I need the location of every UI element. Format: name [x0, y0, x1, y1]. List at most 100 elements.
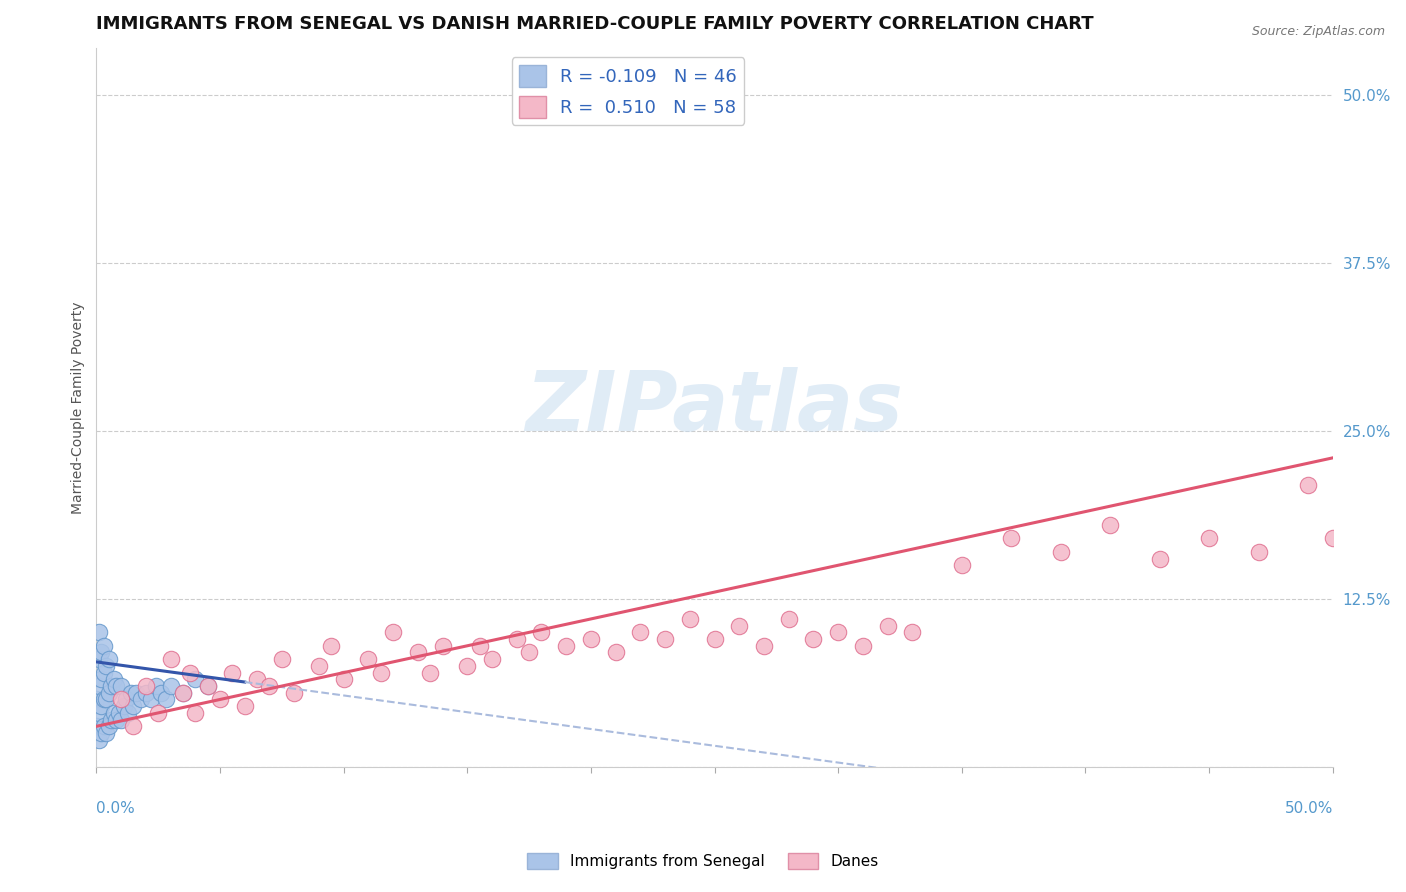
Point — [139, 692, 162, 706]
Point — [246, 673, 269, 687]
Point — [481, 652, 503, 666]
Point — [135, 679, 157, 693]
Point — [159, 652, 181, 666]
Point — [172, 686, 194, 700]
Point — [270, 652, 292, 666]
Point — [87, 732, 110, 747]
Point — [184, 706, 207, 720]
Point — [283, 686, 305, 700]
Point — [145, 679, 167, 693]
Point — [332, 673, 354, 687]
Point — [468, 639, 491, 653]
Point — [233, 699, 256, 714]
Legend: Immigrants from Senegal, Danes: Immigrants from Senegal, Danes — [522, 847, 884, 875]
Point — [517, 645, 540, 659]
Point — [103, 706, 125, 720]
Point — [778, 612, 800, 626]
Point — [308, 659, 330, 673]
Point — [90, 673, 112, 687]
Point — [432, 639, 454, 653]
Point — [86, 719, 108, 733]
Point — [382, 625, 405, 640]
Point — [93, 639, 115, 653]
Point — [221, 665, 243, 680]
Point — [87, 706, 110, 720]
Point — [579, 632, 602, 646]
Point — [752, 639, 775, 653]
Point — [1099, 518, 1122, 533]
Point — [628, 625, 651, 640]
Point — [159, 679, 181, 693]
Point — [122, 699, 145, 714]
Point — [90, 645, 112, 659]
Point — [120, 686, 142, 700]
Point — [97, 719, 120, 733]
Point — [146, 706, 169, 720]
Y-axis label: Married-Couple Family Poverty: Married-Couple Family Poverty — [72, 301, 86, 514]
Point — [155, 692, 177, 706]
Point — [321, 639, 343, 653]
Point — [110, 679, 132, 693]
Point — [100, 713, 122, 727]
Point — [197, 679, 219, 693]
Point — [1296, 477, 1319, 491]
Point — [96, 726, 118, 740]
Point — [100, 679, 122, 693]
Point — [87, 679, 110, 693]
Point — [184, 673, 207, 687]
Point — [122, 719, 145, 733]
Text: 0.0%: 0.0% — [97, 801, 135, 816]
Point — [135, 686, 157, 700]
Point — [654, 632, 676, 646]
Point — [1049, 545, 1071, 559]
Point — [728, 618, 751, 632]
Point — [197, 679, 219, 693]
Point — [97, 652, 120, 666]
Point — [876, 618, 898, 632]
Legend: R = -0.109   N = 46, R =  0.510   N = 58: R = -0.109 N = 46, R = 0.510 N = 58 — [512, 57, 744, 125]
Text: ZIPatlas: ZIPatlas — [526, 367, 904, 448]
Point — [852, 639, 875, 653]
Point — [1247, 545, 1270, 559]
Point — [115, 692, 138, 706]
Point — [87, 652, 110, 666]
Point — [1396, 330, 1406, 344]
Point — [96, 692, 118, 706]
Point — [208, 692, 231, 706]
Point — [679, 612, 702, 626]
Point — [172, 686, 194, 700]
Point — [259, 679, 281, 693]
Point — [107, 706, 129, 720]
Point — [1371, 263, 1393, 277]
Point — [827, 625, 849, 640]
Point — [86, 692, 108, 706]
Point — [110, 713, 132, 727]
Point — [456, 659, 478, 673]
Point — [1322, 532, 1344, 546]
Point — [90, 699, 112, 714]
Point — [93, 719, 115, 733]
Point — [703, 632, 725, 646]
Point — [125, 686, 148, 700]
Point — [803, 632, 825, 646]
Point — [87, 625, 110, 640]
Point — [406, 645, 429, 659]
Point — [1149, 551, 1171, 566]
Point — [110, 692, 132, 706]
Point — [93, 665, 115, 680]
Point — [90, 726, 112, 740]
Text: IMMIGRANTS FROM SENEGAL VS DANISH MARRIED-COUPLE FAMILY POVERTY CORRELATION CHAR: IMMIGRANTS FROM SENEGAL VS DANISH MARRIE… — [97, 15, 1094, 33]
Point — [901, 625, 924, 640]
Point — [370, 665, 392, 680]
Point — [112, 699, 135, 714]
Point — [179, 665, 201, 680]
Point — [555, 639, 578, 653]
Point — [506, 632, 529, 646]
Point — [605, 645, 627, 659]
Point — [103, 673, 125, 687]
Point — [117, 706, 139, 720]
Point — [419, 665, 441, 680]
Point — [357, 652, 380, 666]
Text: Source: ZipAtlas.com: Source: ZipAtlas.com — [1251, 25, 1385, 38]
Point — [1198, 532, 1220, 546]
